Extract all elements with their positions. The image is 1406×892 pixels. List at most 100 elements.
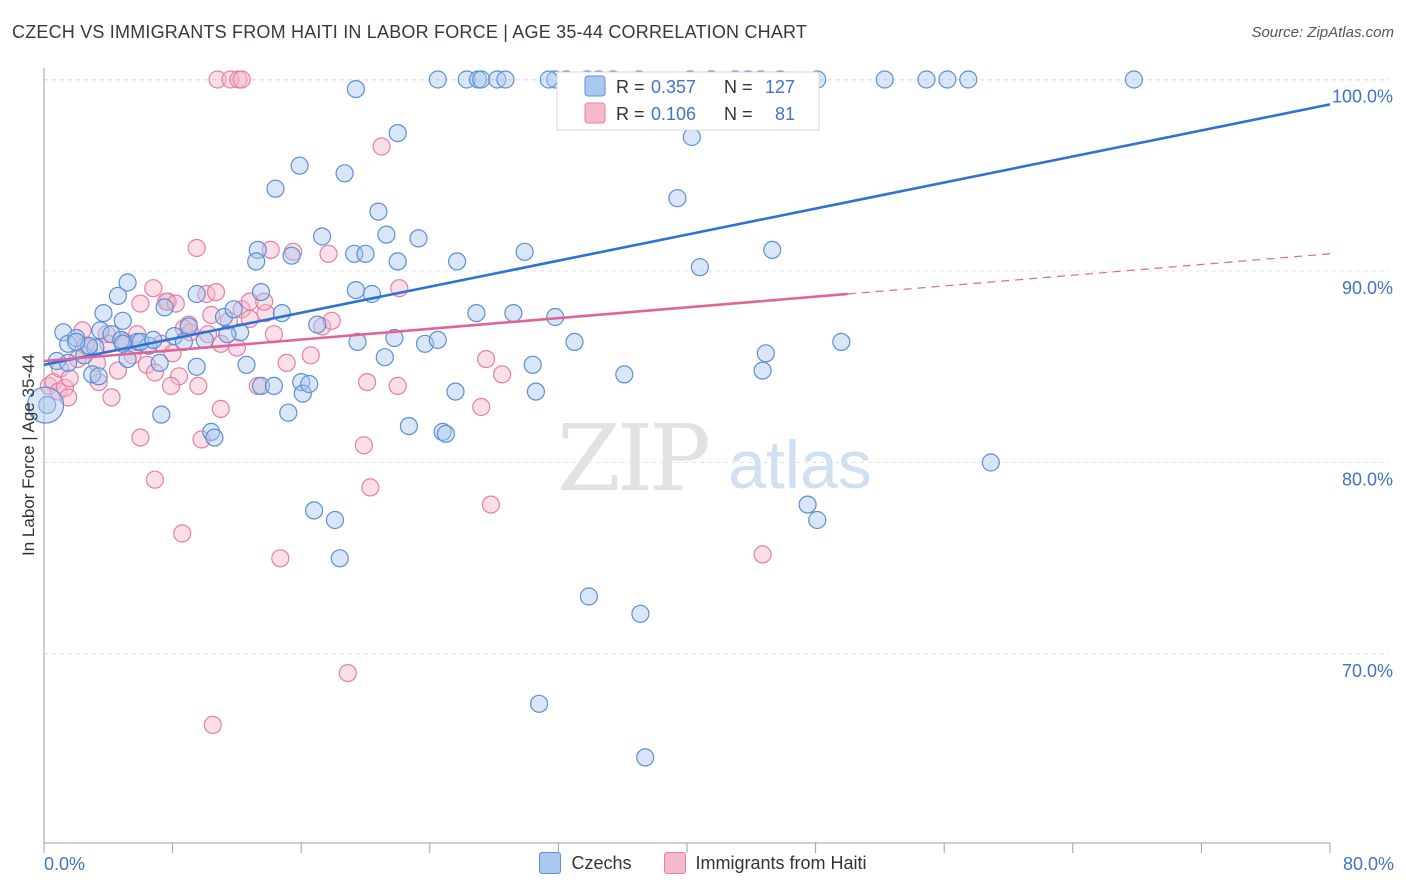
stats-swatch-czech — [584, 75, 606, 97]
haiti-point — [358, 373, 377, 392]
czech-point — [938, 70, 957, 89]
czech-point — [515, 242, 534, 261]
trend-lines — [43, 103, 1331, 367]
czech-point — [756, 344, 775, 363]
y-axis-title: In Labor Force | Age 35-44 — [19, 354, 38, 556]
stats-r-label-haiti: R = — [616, 104, 645, 124]
y-tick-label: 80.0% — [1342, 470, 1393, 490]
haiti-point — [131, 428, 150, 447]
haiti-point — [322, 311, 341, 330]
y-tick-label: 70.0% — [1342, 661, 1393, 681]
czech-point — [399, 417, 418, 436]
czech-point — [308, 315, 327, 334]
czech-point — [224, 300, 243, 319]
haiti-point — [206, 283, 226, 302]
czech-point — [290, 156, 309, 175]
czech-point — [248, 240, 267, 259]
czech-point — [409, 229, 428, 248]
czech-point — [300, 374, 319, 394]
legend-item-haiti[interactable]: Immigrants from Haiti — [663, 852, 867, 874]
y-tick-labels: 70.0% 80.0% 90.0% 100.0% — [1332, 87, 1393, 682]
haiti-point — [232, 70, 251, 89]
czech-point — [237, 355, 256, 374]
haiti-point — [277, 353, 296, 372]
legend-item-czechs[interactable]: Czechs — [539, 852, 632, 874]
czech-point — [375, 348, 394, 367]
haiti-point — [145, 363, 164, 382]
czech-point — [91, 321, 110, 340]
czech-point — [808, 510, 827, 530]
haiti-point — [173, 524, 192, 543]
haiti-point — [271, 549, 290, 568]
czech-point — [89, 367, 108, 386]
haiti-point — [208, 70, 227, 89]
czech-point — [58, 353, 78, 372]
haiti-point — [73, 321, 92, 340]
haiti-point — [388, 376, 407, 395]
haiti-point — [189, 376, 208, 395]
haiti-point — [131, 294, 150, 313]
czech-point — [690, 258, 710, 277]
czech-point — [539, 70, 558, 89]
czech-point — [144, 330, 163, 349]
czech-point — [118, 273, 137, 292]
czech-point — [202, 422, 221, 441]
czech-point — [187, 284, 206, 304]
stats-swatch-haiti — [584, 102, 606, 124]
czech-point — [108, 286, 128, 305]
czech-point — [446, 382, 465, 401]
y-tick-label: 90.0% — [1342, 278, 1393, 298]
haiti-point — [60, 369, 79, 388]
watermark: ZIP atlas — [557, 405, 872, 512]
x-tick-label-max: 80.0% — [1343, 854, 1394, 874]
haiti-point — [477, 350, 496, 369]
haiti-point — [361, 478, 380, 497]
haiti-point — [261, 240, 280, 259]
haiti-point — [319, 244, 338, 263]
haiti-trend-line — [43, 292, 848, 363]
haiti-point — [145, 470, 164, 489]
czech-point — [668, 189, 687, 208]
haiti-point — [372, 137, 391, 156]
stats-n-label-haiti: N = — [724, 104, 753, 124]
czech-point — [579, 587, 599, 606]
czech-point — [798, 495, 817, 514]
haiti-point — [161, 376, 181, 395]
czech-point — [875, 70, 894, 89]
czech-point — [448, 252, 467, 271]
czech-point — [917, 70, 936, 89]
haiti-point — [256, 304, 275, 323]
czech-point — [526, 382, 546, 401]
czech-point — [523, 355, 542, 374]
czech-point — [428, 70, 447, 89]
stats-n-value-haiti: 81 — [775, 104, 795, 124]
czech-point — [981, 453, 1000, 472]
czech-point — [251, 283, 271, 302]
czech-point — [282, 246, 301, 265]
czech-point — [346, 79, 365, 99]
haiti-point — [753, 545, 772, 564]
czech-point — [436, 424, 455, 443]
czech-point — [150, 353, 169, 372]
haiti-point — [166, 294, 185, 313]
y-tick-label: 100.0% — [1332, 87, 1393, 107]
legend-swatch-czechs — [539, 852, 562, 874]
stats-r-value-haiti: 0.106 — [651, 104, 696, 124]
stats-r-value-czech: 0.357 — [651, 77, 696, 97]
stats-n-value-czech: 127 — [765, 77, 795, 97]
czech-point — [325, 510, 345, 530]
czech-point — [763, 240, 782, 259]
czech-point — [377, 225, 396, 244]
haiti-point — [203, 715, 222, 735]
czech-point — [615, 365, 634, 384]
stats-legend: R = 0.357 N = 127 R = 0.106 N = 81 — [556, 71, 820, 131]
czech-point — [313, 227, 332, 246]
czech-point — [472, 70, 491, 89]
czech-point — [496, 70, 515, 89]
czech-point — [1124, 70, 1144, 89]
czech-point — [293, 384, 312, 403]
legend-label-czechs: Czechs — [571, 852, 632, 873]
x-tick-label-min: 0.0% — [44, 854, 85, 874]
czech-point — [335, 164, 354, 183]
